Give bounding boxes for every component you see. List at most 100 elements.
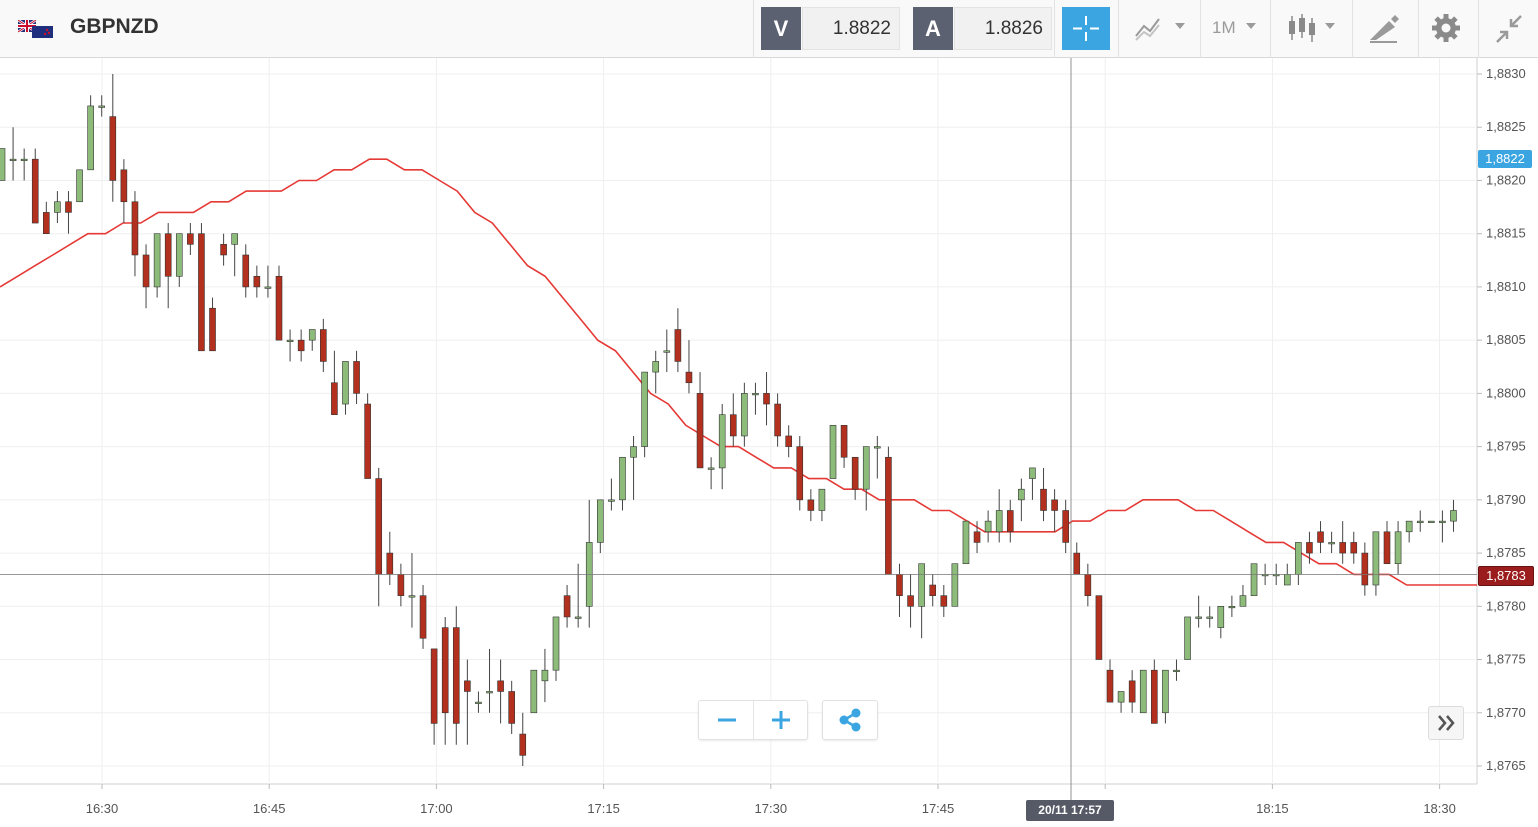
candles-button[interactable] [1287, 10, 1343, 48]
toolbar-divider [1270, 0, 1271, 58]
candle-up [818, 488, 826, 511]
price-tick-label: 1,8825 [1486, 119, 1526, 134]
candle-down [1062, 510, 1069, 543]
flag-icon [18, 20, 53, 38]
time-tick-label: 17:45 [922, 801, 955, 816]
toolbar-divider [1200, 0, 1201, 58]
zoom-out-button[interactable] [699, 701, 753, 739]
drawing-tools-button[interactable] [1367, 10, 1401, 48]
candle-up [1405, 520, 1413, 533]
candle-up [54, 201, 61, 213]
buy-price[interactable]: 1.8826 [954, 7, 1052, 50]
candle-down [1073, 552, 1081, 575]
candle-up [951, 563, 959, 607]
candle-up [1173, 669, 1180, 672]
candle-down [253, 275, 261, 288]
candle-down [452, 627, 460, 724]
candle-up [652, 361, 660, 373]
candle-down [242, 254, 250, 288]
buy-label[interactable]: A [913, 7, 953, 50]
candle-up [752, 393, 759, 396]
candle-down [1084, 574, 1092, 596]
candle-down [973, 531, 981, 543]
timeframe-button[interactable]: 1M [1212, 18, 1236, 37]
candle-down [1128, 680, 1136, 703]
price-chart[interactable]: 1,8830 1,8825 1,8820 1,8815 1,8810 1,8805 1,88… [0, 58, 1538, 827]
candle-down [43, 212, 50, 234]
candle-down [297, 339, 305, 352]
candle-up [1416, 520, 1424, 523]
candle-down [198, 233, 205, 352]
candle-down [940, 595, 948, 607]
share-button[interactable] [822, 700, 878, 740]
candle-down [785, 435, 792, 447]
crosshair-date-tag: 20/11 17:57 [1026, 800, 1114, 821]
candle-down [1339, 542, 1346, 554]
candle-up [1250, 563, 1258, 596]
price-tick-label: 1,8810 [1486, 279, 1526, 294]
candle-up [1428, 520, 1435, 523]
candle-down [65, 201, 72, 213]
candle-up [1195, 616, 1202, 619]
price-tick-label: 1,8780 [1486, 598, 1526, 613]
candle-up [663, 350, 671, 353]
time-tick-label: 16:30 [86, 801, 119, 816]
price-tick-label: 1,8805 [1486, 332, 1526, 347]
candle-up [1029, 467, 1036, 479]
candle-down [131, 201, 139, 256]
candle-down [685, 371, 693, 384]
time-axis[interactable]: 16:3016:4517:0017:1517:3017:45018:1518:3… [86, 784, 1456, 816]
candles-layer [0, 74, 1457, 766]
candle-down [441, 627, 449, 714]
crosshair-price-tag: 1,8783 [1478, 566, 1534, 586]
candle-down [142, 254, 150, 288]
candle-down [674, 329, 682, 362]
time-tick-label: 18:15 [1256, 801, 1289, 816]
candle-down [164, 233, 172, 277]
chart-type-button[interactable] [1133, 10, 1193, 48]
last-price-tag: 1,8822 [1478, 150, 1532, 168]
candle-up [597, 499, 604, 543]
candle-down [1317, 531, 1324, 543]
scroll-to-end-button[interactable] [1428, 706, 1464, 740]
candle-down [320, 329, 327, 362]
chart-grid [0, 58, 1478, 785]
candle-up [98, 105, 106, 108]
candle-down [331, 382, 338, 415]
crosshair-lines [0, 58, 1477, 810]
time-tick-label: 17:00 [420, 801, 453, 816]
candle-up [862, 446, 870, 490]
candle-down [375, 478, 383, 575]
crosshair-button[interactable] [1062, 7, 1110, 50]
sell-label[interactable]: V [761, 7, 801, 50]
candle-up [541, 669, 549, 682]
toolbar-divider [753, 0, 754, 58]
candle-down [1095, 595, 1103, 660]
candle-up [1162, 669, 1169, 714]
candle-up [1328, 542, 1335, 545]
candle-up [962, 520, 970, 565]
toolbar-divider [1054, 0, 1055, 58]
candle-up [718, 414, 726, 469]
price-tick-label: 1,8775 [1486, 652, 1526, 667]
candle-down [220, 244, 227, 256]
collapse-button[interactable] [1493, 10, 1525, 48]
candle-up [1372, 531, 1380, 586]
candle-down [430, 648, 438, 724]
zoom-in-button[interactable] [754, 701, 808, 739]
zoom-divider [753, 701, 754, 739]
settings-button[interactable] [1430, 10, 1462, 48]
chart-toolbar: GBPNZD V 1.8822 A 1.8826 1M [0, 0, 1538, 58]
sell-price[interactable]: 1.8822 [802, 7, 900, 50]
price-tick-label: 1,8815 [1486, 226, 1526, 241]
drawing-icon [1370, 15, 1399, 43]
candle-up [1239, 595, 1247, 607]
candle-down [807, 499, 815, 511]
candle-down [353, 361, 360, 394]
price-axis[interactable]: 1,8830 1,8825 1,8820 1,8815 1,8810 1,8805 1,88… [1477, 66, 1526, 773]
candles-icon [1289, 14, 1315, 42]
candle-down [929, 584, 937, 596]
price-tick-label: 1,8765 [1486, 758, 1526, 773]
candle-down [497, 680, 504, 692]
toolbar-divider [1352, 0, 1353, 58]
